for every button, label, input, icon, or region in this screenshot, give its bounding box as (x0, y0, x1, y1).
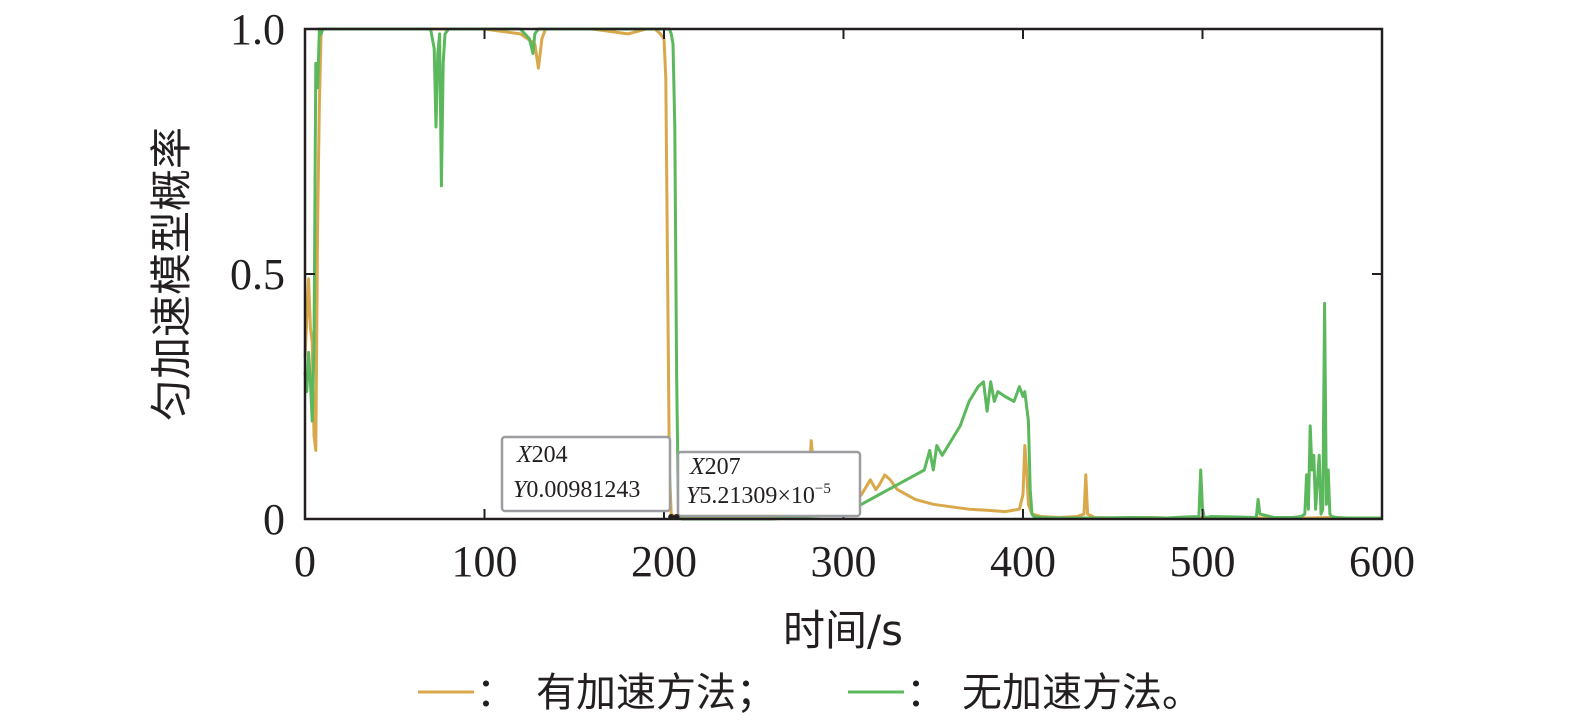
x-tick-label: 0 (294, 537, 316, 586)
y-tick-label: 0.5 (230, 250, 285, 299)
series-without-accel-line (303, 27, 1382, 521)
datatip-1-x-value: 204 (532, 442, 568, 468)
y-axis-title: 匀加速模型概率 (147, 127, 196, 421)
x-tick-label: 100 (452, 537, 518, 586)
x-tick-label: 300 (811, 537, 877, 586)
legend: ： 有加速方法； ： 无加速方法。 (418, 670, 1202, 716)
legend-sep-1: ： (476, 670, 516, 716)
svg-text:Y0.00981243: Y0.00981243 (513, 477, 640, 503)
datatip-2-y-value: 5.21309×10 (699, 483, 815, 509)
svg-text:X204: X204 (516, 442, 568, 468)
datatip-2: X207 Y5.21309×10−5 (676, 450, 862, 518)
legend-label-with-accel: 有加速方法； (536, 670, 776, 716)
datatip-markers (668, 514, 680, 520)
plot-data-layer (303, 27, 1382, 521)
plot-frame (303, 27, 1384, 521)
datatip-2-x-value: 207 (705, 454, 741, 480)
datatip-2-box (676, 450, 862, 518)
x-tick-label: 200 (631, 537, 697, 586)
datatip-2-marker (673, 514, 680, 520)
y-tick-label: 0 (263, 495, 285, 544)
x-tick-label: 600 (1349, 537, 1415, 586)
datatip-1-box (500, 435, 672, 513)
x-tick-label: 500 (1170, 537, 1236, 586)
legend-label-without-accel: 无加速方法。 (962, 670, 1202, 716)
datatip-1: X204 Y0.00981243 (500, 435, 672, 513)
datatip-1-marker (668, 514, 675, 520)
series-with-accel-line (303, 27, 1382, 520)
svg-text:Y5.21309×10−5: Y5.21309×10−5 (686, 481, 831, 509)
x-tick-label: 400 (990, 537, 1056, 586)
datatip-2-y-label: Y (686, 483, 702, 509)
y-tick-label: 1.0 (230, 5, 285, 54)
svg-text:X207: X207 (689, 454, 741, 480)
datatip-1-y-value: 0.00981243 (526, 477, 640, 503)
datatip-2-x-label: X (689, 454, 706, 480)
ticks-layer: 0 100 200 300 400 500 600 0 0.5 1.0 (230, 5, 1415, 586)
datatip-2-y-exponent: −5 (815, 481, 831, 497)
x-axis-title: 时间/s (783, 606, 903, 655)
legend-sep-2: ： (906, 670, 946, 716)
datatip-1-y-label: Y (513, 477, 529, 503)
datatip-1-x-label: X (516, 442, 533, 468)
